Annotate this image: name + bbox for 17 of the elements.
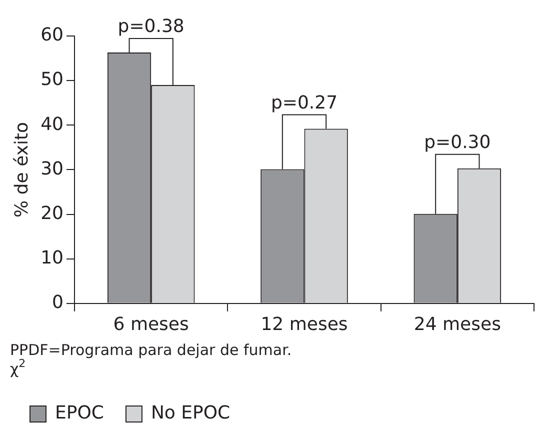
x-tick-label: 24 meses — [414, 314, 501, 335]
annotation: p=0.38 — [118, 16, 184, 38]
annotation: p=0.30 — [424, 132, 491, 154]
legend-label: No EPOC — [150, 402, 230, 424]
x-tick-label: 6 meses — [113, 314, 189, 335]
y-axis-title: % de éxito — [11, 122, 32, 218]
legend-label: EPOC — [55, 402, 104, 424]
y-tick-label: 30 — [40, 158, 64, 180]
annotation: p=0.27 — [270, 92, 338, 114]
y-tick-label: 0 — [52, 292, 64, 314]
y-tick-label: 50 — [40, 69, 64, 90]
text: PPDF=Programa para dejar de fumar. — [10, 341, 292, 359]
y-tick-label: 20 — [40, 202, 64, 224]
y-tick-label: 10 — [40, 248, 64, 269]
x-tick-label: 12 meses — [260, 314, 348, 335]
y-tick-label: 40 — [40, 114, 64, 135]
y-tick-label: 60 — [40, 24, 64, 46]
